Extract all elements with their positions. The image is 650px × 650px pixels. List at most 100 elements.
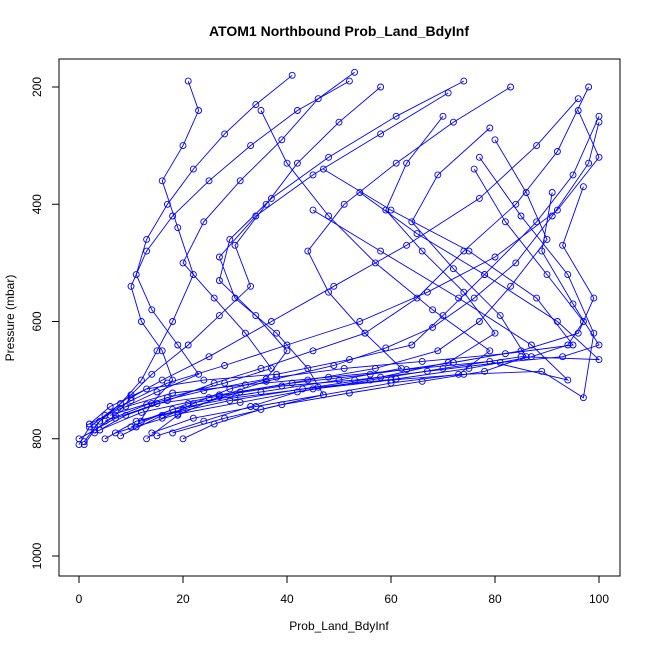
- data-point-21-7: [356, 318, 364, 325]
- data-point-8-4: [299, 385, 307, 393]
- data-point-17-8: [595, 356, 603, 364]
- data-point-9-1: [127, 423, 135, 431]
- y-tick-label: 800: [30, 428, 44, 448]
- data-point-14-9: [512, 259, 520, 267]
- data-point-24-3: [200, 387, 208, 395]
- data-point-2-9: [262, 200, 270, 208]
- data-point-11-10: [392, 159, 400, 167]
- data-point-15-11: [533, 142, 541, 150]
- data-point-11-2: [184, 400, 192, 408]
- data-point-20-8: [579, 394, 587, 402]
- data-point-11-3: [257, 388, 265, 396]
- data-point-4-4: [200, 376, 208, 384]
- data-point-16-5: [137, 318, 145, 325]
- data-point-20-11: [517, 212, 525, 220]
- data-point-9-11: [501, 218, 509, 226]
- data-point-18-7: [486, 357, 494, 365]
- data-point-15-10: [475, 194, 483, 202]
- data-point-20-10: [564, 271, 572, 279]
- data-point-11-4: [335, 376, 343, 384]
- data-point-16-6: [127, 282, 135, 290]
- data-point-17-4: [293, 388, 301, 396]
- data-point-9-9: [579, 318, 587, 325]
- data-point-18-3: [169, 389, 177, 397]
- data-point-9-10: [543, 271, 551, 279]
- data-point-5-5: [304, 376, 312, 384]
- data-point-18-11: [377, 247, 385, 255]
- data-point-3-11: [553, 148, 561, 155]
- data-point-20-7: [538, 367, 546, 375]
- data-point-21-1: [91, 423, 99, 431]
- data-point-20-9: [590, 329, 598, 337]
- data-point-21-12: [574, 107, 582, 114]
- data-point-4-2: [106, 403, 114, 410]
- x-tick-label: 0: [76, 592, 83, 606]
- data-point-13-12: [288, 71, 296, 79]
- data-point-4-5: [273, 370, 281, 378]
- data-point-10-11: [283, 159, 291, 167]
- data-point-6-5: [288, 379, 296, 387]
- data-point-10-1: [148, 429, 156, 437]
- data-point-19-4: [319, 391, 327, 399]
- y-tick-label: 400: [30, 194, 44, 214]
- data-point-23-8: [496, 312, 504, 320]
- data-point-7-4: [278, 382, 286, 390]
- data-point-2-10: [293, 159, 301, 167]
- data-point-24-4: [262, 375, 270, 383]
- data-point-15-6: [205, 353, 213, 361]
- data-point-20-4: [309, 385, 317, 393]
- series-line-21: [94, 110, 600, 428]
- data-point-16-4: [158, 347, 166, 355]
- data-point-23-11: [434, 171, 442, 179]
- data-point-6-12: [579, 183, 587, 191]
- data-point-17-12: [356, 189, 364, 196]
- data-point-17-1: [153, 432, 161, 440]
- data-point-2-5: [184, 341, 192, 349]
- data-point-14-8: [470, 294, 478, 302]
- data-point-1-12: [184, 77, 192, 85]
- data-point-12-12: [351, 68, 359, 76]
- series-line-23: [172, 127, 527, 434]
- series-line-11: [141, 86, 511, 422]
- data-point-24-2: [143, 401, 151, 409]
- data-point-1-5: [153, 347, 161, 355]
- data-point-2-4: [148, 370, 156, 378]
- data-point-18-9: [527, 341, 535, 349]
- data-point-5-9: [507, 282, 515, 290]
- data-point-12-1: [106, 411, 114, 419]
- data-point-20-5: [387, 376, 395, 384]
- data-point-13-7: [143, 235, 151, 243]
- data-point-17-6: [439, 364, 447, 372]
- x-axis-label: Prob_Land_BdyInf: [289, 619, 389, 633]
- data-point-20-6: [460, 370, 468, 378]
- data-point-10-9: [371, 259, 379, 267]
- data-point-15-12: [574, 95, 582, 103]
- data-point-9-2: [169, 405, 177, 413]
- data-point-8-3: [226, 397, 234, 405]
- data-point-7-1: [96, 426, 104, 434]
- data-point-11-7: [325, 288, 333, 296]
- series-line-20: [115, 157, 595, 434]
- data-point-14-10: [548, 212, 556, 220]
- series-line-16: [130, 80, 350, 428]
- data-point-21-10: [553, 206, 561, 214]
- data-point-17-5: [366, 376, 374, 384]
- data-point-10-2: [189, 414, 197, 422]
- data-point-3-5: [257, 364, 265, 372]
- data-point-2-7: [247, 282, 255, 290]
- y-tick-label: 600: [30, 311, 44, 331]
- data-point-17-3: [247, 403, 255, 410]
- data-point-11-6: [361, 329, 369, 337]
- data-point-8-10: [382, 206, 390, 214]
- data-point-11-11: [449, 118, 457, 126]
- x-tick-label: 100: [589, 592, 609, 606]
- data-point-16-1: [132, 423, 140, 431]
- data-point-18-6: [403, 366, 411, 374]
- data-point-19-9: [252, 212, 260, 220]
- series-line-8: [120, 116, 496, 437]
- data-point-3-10: [512, 200, 520, 208]
- data-point-14-11: [585, 159, 593, 167]
- data-point-22-9: [533, 294, 541, 302]
- data-point-16-12: [345, 77, 353, 85]
